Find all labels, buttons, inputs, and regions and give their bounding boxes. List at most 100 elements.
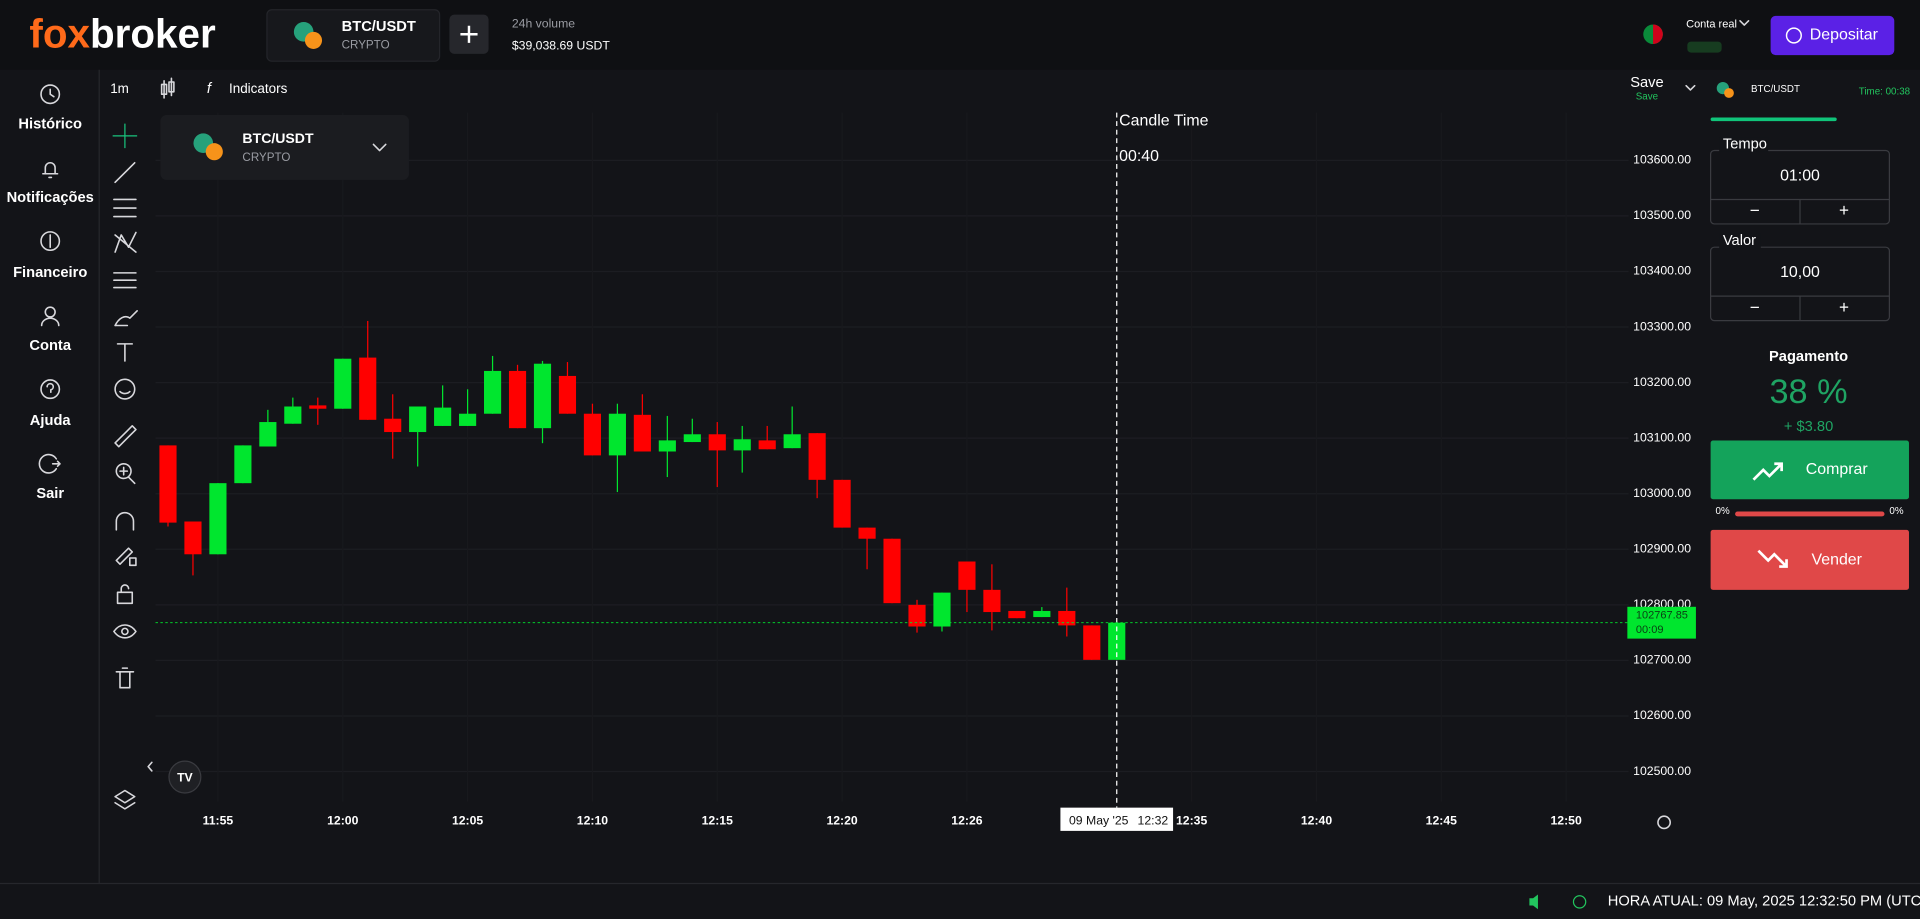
buy-icon — [1752, 462, 1783, 481]
x-tick-label: 12:15 — [702, 813, 733, 827]
candle-body — [608, 413, 626, 456]
amount-minus[interactable]: − — [1750, 297, 1760, 317]
candle-body — [1108, 622, 1126, 660]
tradingview-logo[interactable] — [168, 760, 202, 794]
clock: HORA ATUAL: 09 May, 2025 12:32:50 PM (UT… — [1608, 894, 1920, 910]
asset-selector[interactable] — [160, 115, 409, 180]
candle-body — [483, 370, 502, 414]
timer-bar — [1710, 117, 1837, 122]
candle-body — [808, 433, 826, 480]
label-bg — [1719, 233, 1761, 249]
chevron — [1739, 20, 1750, 26]
logo-fox: fox — [29, 10, 90, 56]
candle-body — [1058, 610, 1076, 626]
candle-body — [758, 440, 776, 450]
payout-label: Pagamento — [1769, 349, 1848, 365]
candle-body — [459, 413, 477, 426]
sell-label: Vender — [1812, 552, 1863, 569]
candle-body — [184, 521, 202, 555]
nav-item[interactable]: Histórico — [18, 117, 82, 133]
candle-body — [209, 483, 227, 555]
indicators-button[interactable]: Indicators — [229, 81, 288, 96]
time-value: 01:00 — [1780, 167, 1820, 184]
sell-button[interactable] — [1710, 529, 1909, 590]
crosshair-time: 12:32 — [1138, 813, 1169, 827]
candle-body — [1008, 610, 1026, 619]
fx-icon: f — [207, 81, 213, 97]
y-tick-label: 103500.00 — [1633, 208, 1691, 222]
volume-label: 24h volume — [512, 17, 575, 31]
crosshair-date-tag — [1060, 807, 1174, 831]
coin-icon — [205, 143, 223, 161]
settings-icon[interactable] — [1657, 815, 1671, 830]
candle-body — [633, 414, 651, 452]
drawing-tools[interactable] — [112, 123, 153, 810]
candle-body — [259, 422, 277, 447]
deposit-button[interactable] — [1770, 15, 1895, 56]
time-minus[interactable]: − — [1750, 200, 1760, 220]
asset-tab[interactable] — [266, 9, 441, 62]
candle-body — [334, 358, 352, 409]
time-dividers — [1710, 198, 1890, 224]
chart-asset: BTC/USDT — [242, 130, 314, 146]
nav-item[interactable]: Financeiro — [13, 265, 87, 281]
x-tick-label: 11:55 — [203, 813, 234, 827]
nav-item[interactable]: Conta — [29, 338, 71, 354]
chevron — [1685, 84, 1696, 91]
save-button[interactable]: Save — [1630, 75, 1663, 91]
y-tick-label: 103100.00 — [1633, 430, 1691, 444]
amount-dividers — [1710, 295, 1890, 321]
grid: 103600.00 103500.00 103400.00 103300.00 1032… — [155, 112, 1691, 827]
candle-body — [783, 434, 801, 449]
logo: foxbroker — [29, 10, 216, 56]
coin-icon — [1724, 88, 1734, 98]
last-price-tag — [1627, 606, 1696, 639]
x-tick-label: 12:10 — [577, 813, 608, 827]
x-tick-label: 12:05 — [452, 813, 483, 827]
candle-body — [908, 604, 926, 627]
chat-icon[interactable] — [1572, 895, 1587, 909]
last-price-timer: 00:09 — [1636, 624, 1664, 636]
candle-body — [1033, 610, 1051, 618]
label-bg — [1719, 137, 1769, 152]
candle-body — [933, 592, 951, 627]
time-plus[interactable]: + — [1839, 200, 1849, 220]
candle-time: 00:40 — [1119, 148, 1159, 165]
nav-item[interactable]: Notificações — [7, 190, 94, 206]
x-tick-label: 12:45 — [1426, 813, 1457, 827]
candle-body — [558, 375, 577, 414]
last-price: 102767.85 — [1636, 609, 1688, 621]
nav-item[interactable]: Ajuda — [30, 413, 72, 429]
candle-body — [583, 413, 602, 456]
candle-body — [234, 445, 252, 484]
y-tick-label: 103200.00 — [1633, 375, 1691, 389]
chevron — [372, 143, 387, 152]
candle-body — [858, 527, 876, 539]
y-tick-label: 103300.00 — [1633, 319, 1691, 333]
x-tick-label: 12:26 — [951, 813, 982, 827]
flag-part — [1653, 24, 1663, 45]
interval[interactable]: 1m — [110, 81, 129, 96]
account-type[interactable]: Conta real — [1686, 18, 1737, 30]
chart-overlay: 102767.85 00:09 09 May '25 12:32 — [155, 112, 1696, 831]
candle-body — [833, 479, 851, 528]
y-tick-label: 102600.00 — [1633, 708, 1691, 722]
asset-name: BTC/USDT — [342, 19, 416, 35]
candle-body — [359, 357, 377, 420]
panel-asset: BTC/USDT — [1751, 84, 1800, 95]
deposit-label: Depositar — [1810, 27, 1879, 44]
amount-plus[interactable]: + — [1839, 297, 1849, 317]
candles — [159, 320, 1126, 660]
coin-icon — [304, 31, 323, 49]
candle-time-label: Candle Time — [1119, 112, 1208, 129]
nav-item[interactable]: Sair — [36, 486, 64, 502]
panel-timer: Time: 00:38 — [1859, 86, 1911, 97]
y-tick-label: 102500.00 — [1633, 764, 1691, 778]
x-tick-label: 12:20 — [826, 813, 857, 827]
buy-button[interactable] — [1710, 440, 1909, 500]
x-tick-label: 12:00 — [327, 813, 358, 827]
chart-type-icon[interactable] — [160, 77, 175, 99]
candle-body — [658, 440, 676, 452]
y-tick-label: 102700.00 — [1633, 653, 1691, 667]
